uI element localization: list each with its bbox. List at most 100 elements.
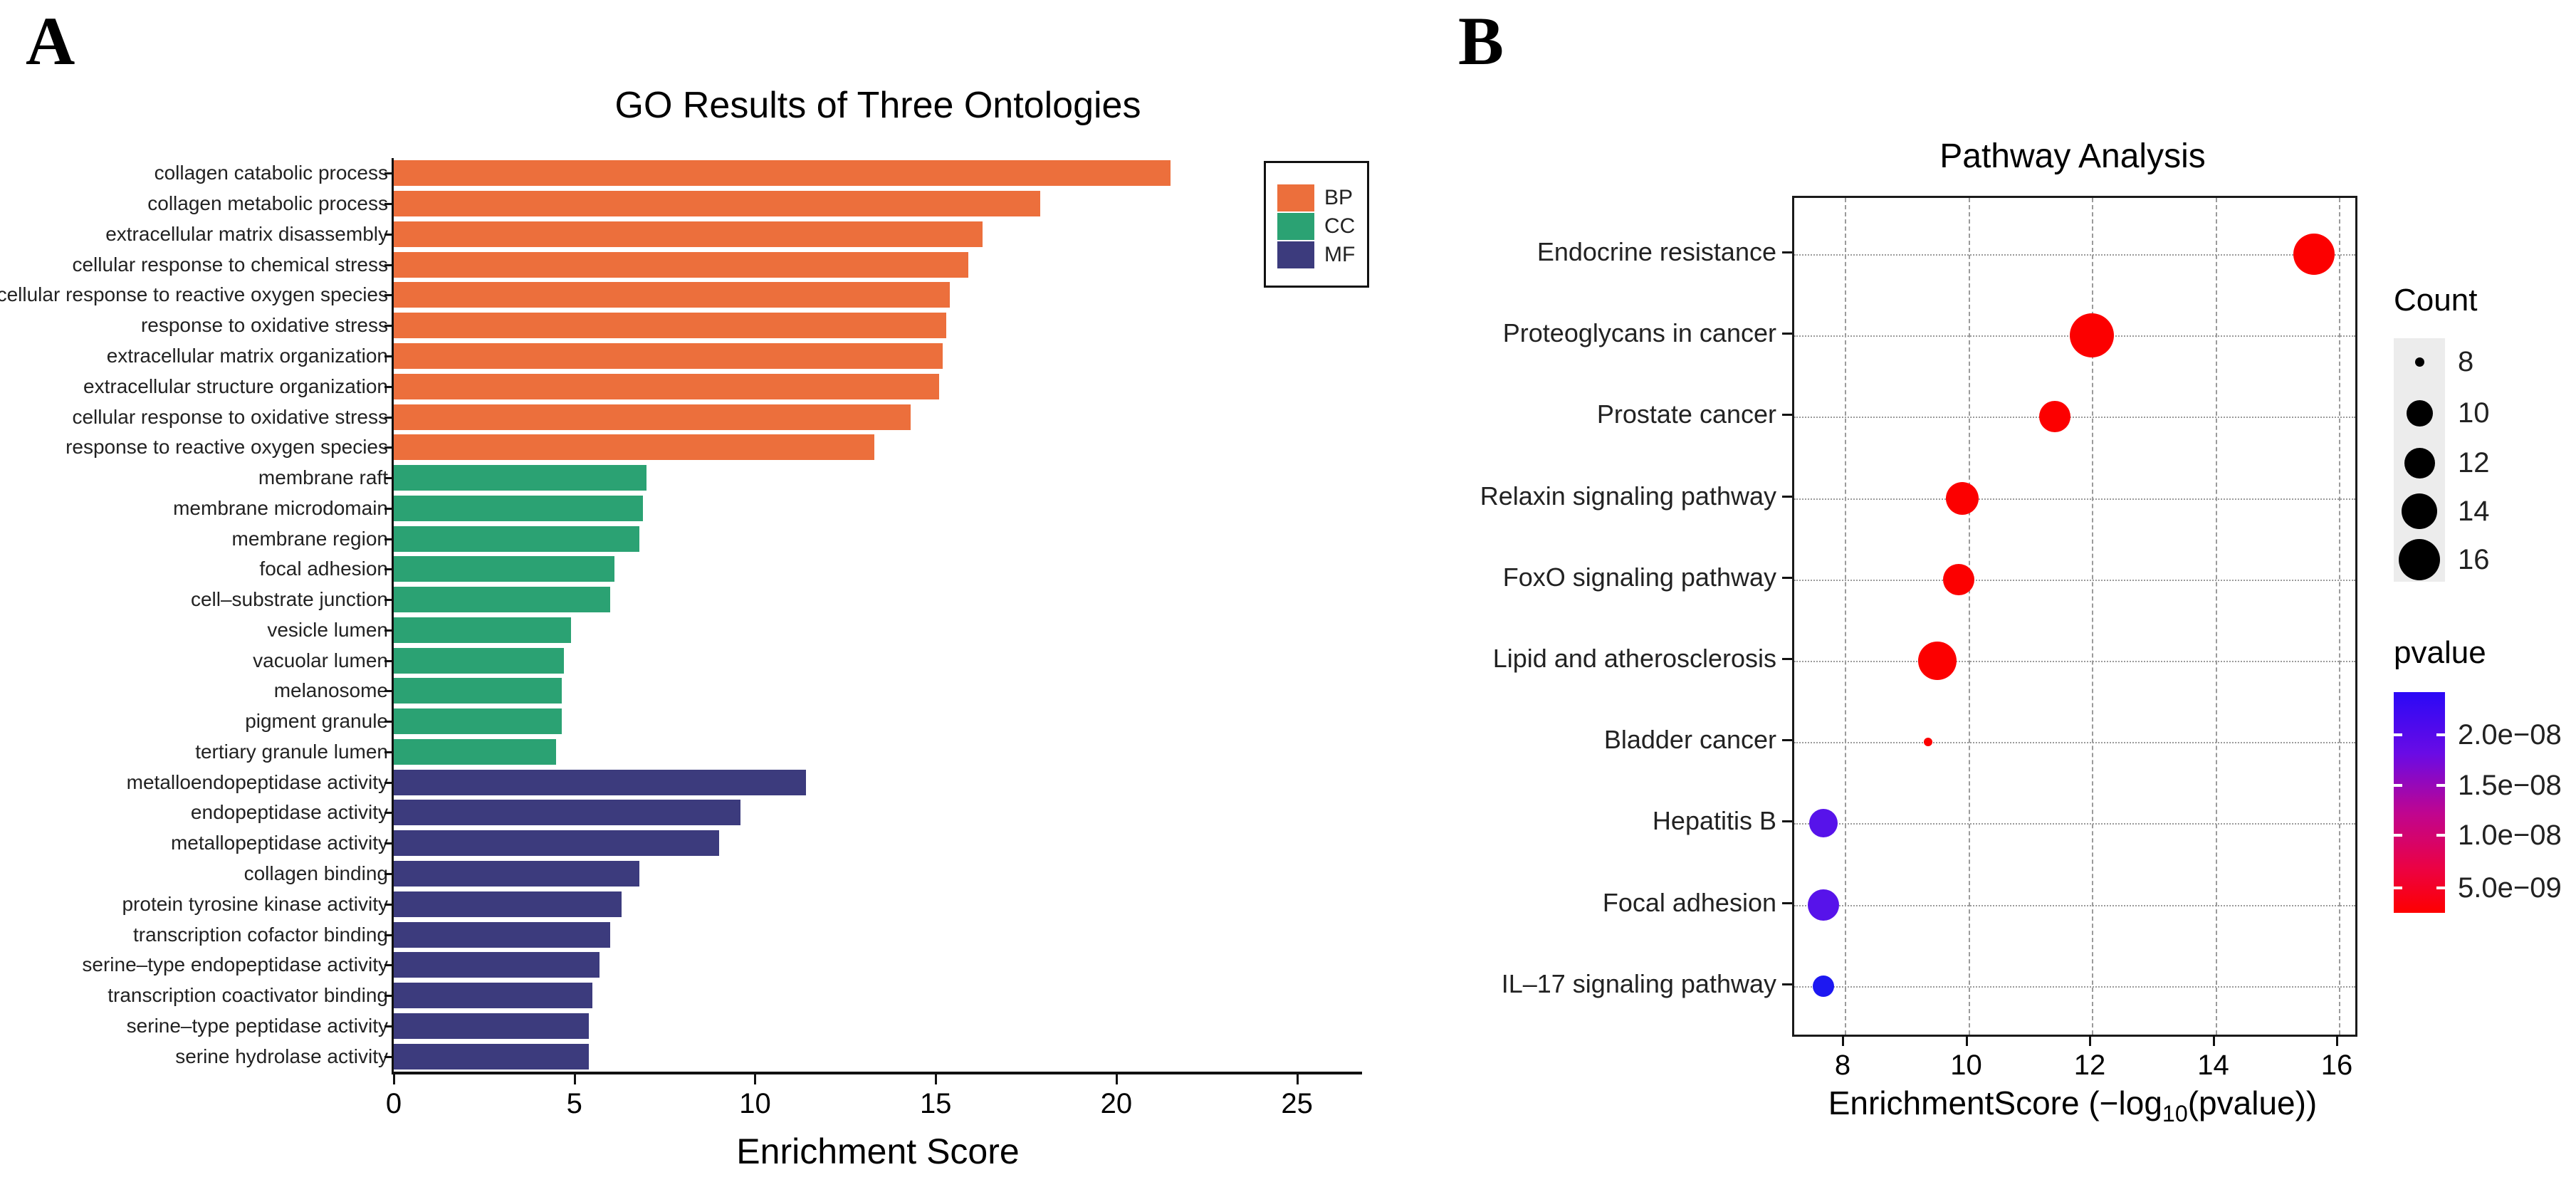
pathway-dot [1807, 889, 1839, 921]
y-tick-mark [384, 203, 392, 206]
y-tick-mark [1782, 576, 1792, 579]
pvalue-tick-mark [2436, 834, 2445, 837]
go-legend-box: BP CC MF [1264, 161, 1369, 288]
y-tick-mark [384, 873, 392, 876]
xlabel-subscript: 10 [2162, 1101, 2188, 1127]
pathway-label: IL–17 signaling pathway [1501, 968, 1776, 998]
pathway-dot [2070, 313, 2114, 358]
pathway-dot [1918, 642, 1957, 680]
legend-swatch-cc [1277, 213, 1314, 240]
bar [394, 617, 571, 643]
xlabel-prefix: EnrichmentScore (−log [1828, 1084, 2162, 1121]
bar [394, 373, 940, 399]
pvalue-colorbar [2394, 692, 2445, 913]
y-tick-mark [384, 721, 392, 723]
pvalue-tick-label: 2.0e−08 [2458, 719, 2562, 750]
y-tick-mark [384, 325, 392, 328]
x-tick-label: 20 [1100, 1088, 1133, 1119]
bar-label: endopeptidase activity [190, 801, 388, 824]
bar [394, 587, 611, 613]
y-tick-mark [384, 294, 392, 297]
bar-label: transcription coactivator binding [108, 984, 388, 1007]
y-tick-mark [1782, 820, 1792, 823]
bar-label: serine–type endopeptidase activity [82, 953, 388, 976]
y-tick-mark [1782, 495, 1792, 498]
y-tick-mark [384, 355, 392, 357]
bar-label: extracellular matrix disassembly [105, 222, 388, 245]
pathway-dot [1812, 975, 1834, 997]
bar-label: extracellular matrix organization [106, 344, 388, 367]
pathway-label: Proteoglycans in cancer [1502, 318, 1776, 348]
bar-label: metallopeptidase activity [170, 832, 388, 854]
x-tick-mark [2336, 1035, 2338, 1046]
bar [394, 738, 557, 765]
pvalue-tick-label: 1.5e−08 [2458, 770, 2562, 801]
bar-label: response to reactive oxygen species [66, 436, 388, 459]
legend-label-mf: MF [1324, 243, 1356, 266]
x-tick-label: 10 [739, 1088, 771, 1119]
bar [394, 495, 644, 521]
horizontal-gridline [1794, 742, 2355, 744]
y-tick-mark [384, 659, 392, 662]
go-x-axis-label: Enrichment Score [736, 1131, 1020, 1171]
bar [394, 251, 968, 278]
pvalue-tick-mark [2394, 784, 2402, 787]
horizontal-gridline [1794, 498, 2355, 500]
y-tick-mark [384, 690, 392, 693]
count-legend-dot [2414, 357, 2424, 367]
y-tick-mark [384, 568, 392, 571]
y-tick-mark [384, 538, 392, 540]
y-tick-mark [384, 477, 392, 480]
horizontal-gridline [1794, 579, 2355, 581]
bar [394, 708, 562, 735]
pvalue-tick-label: 5.0e−09 [2458, 872, 2562, 904]
x-tick-label: 8 [1834, 1050, 1851, 1081]
y-tick-mark [384, 446, 392, 449]
bar [394, 404, 911, 430]
pathway-label: Relaxin signaling pathway [1480, 481, 1776, 511]
bar-label: metalloendopeptidase activity [126, 770, 388, 793]
y-tick-mark [1782, 251, 1792, 253]
y-tick-mark [384, 233, 392, 236]
bar [394, 1043, 590, 1069]
bar-label: cell–substrate junction [190, 588, 388, 611]
count-legend-dot [2404, 447, 2435, 478]
bar [394, 861, 640, 887]
bar-label: vesicle lumen [267, 618, 388, 641]
y-tick-mark [384, 995, 392, 998]
bar [394, 952, 600, 978]
y-tick-mark [1782, 333, 1792, 335]
bar [394, 800, 741, 826]
pathway-label: Bladder cancer [1603, 725, 1776, 755]
pathway-x-axis-label: EnrichmentScore (−log10(pvalue)) [1721, 1084, 2424, 1127]
y-tick-mark [1782, 983, 1792, 985]
legend-label-bp: BP [1324, 186, 1354, 209]
pvalue-tick-mark [2394, 733, 2402, 736]
vertical-gridline [1845, 198, 1846, 1035]
pathway-label: Prostate cancer [1596, 399, 1776, 429]
horizontal-gridline [1794, 985, 2355, 988]
horizontal-gridline [1794, 904, 2355, 906]
bar-label: collagen catabolic process [154, 162, 388, 184]
pathway-dot [1924, 738, 1933, 747]
bar [394, 983, 593, 1009]
bar-label: membrane raft [258, 466, 388, 489]
y-tick-mark [384, 507, 392, 510]
y-tick-mark [1782, 414, 1792, 417]
pathway-dot [1943, 563, 1975, 595]
x-tick-mark [754, 1073, 757, 1084]
bar-label: protein tyrosine kinase activity [122, 892, 388, 915]
count-legend-dot [2399, 539, 2440, 580]
legend-label-cc: CC [1324, 214, 1356, 238]
count-legend-dot [2406, 399, 2433, 427]
bar [394, 434, 874, 461]
bar-label: cellular response to chemical stress [72, 253, 388, 276]
x-tick-mark [393, 1073, 395, 1084]
panel-a-letter: A [26, 3, 75, 79]
pathway-label: Endocrine resistance [1536, 237, 1776, 266]
legend-swatch-mf [1277, 241, 1314, 268]
x-tick-label: 14 [2197, 1050, 2229, 1081]
bar [394, 921, 611, 948]
y-tick-mark [384, 416, 392, 419]
